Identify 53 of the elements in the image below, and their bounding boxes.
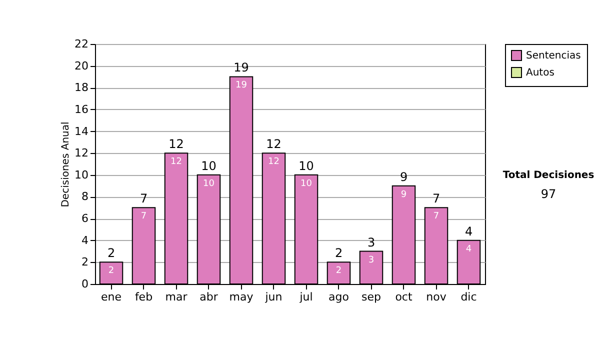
total-label: 2 [107,246,116,260]
x-tick-label: mar [165,290,188,304]
y-axis-title: Decisiones Anual [60,122,72,208]
total-label: 4 [464,224,473,238]
x-tick-label: dic [460,290,477,304]
y-tick-label: 22 [74,38,88,50]
total-label: 10 [298,158,314,173]
text: Total Decisiones [502,170,596,181]
data-label: 2 [108,266,114,276]
y-tick-label: 16 [74,102,88,116]
legend-label: Sentencias [526,50,581,62]
data-label: 9 [400,190,407,200]
y-tick-label: 8 [82,190,88,204]
x-tick-label: feb [134,290,153,304]
data-label: 7 [433,212,440,222]
y-tick-label: 6 [82,212,88,226]
total-label: 7 [140,192,148,206]
total-label: 9 [400,170,408,184]
data-label: 12 [170,157,182,168]
data-label: 19 [236,80,248,91]
legend-label: Autos [526,68,554,78]
text: 97 [540,187,558,201]
y-tick-label: 20 [74,59,88,72]
data-label: 3 [368,255,374,266]
y-tick-label: 12 [74,146,88,160]
data-label: 10 [300,178,312,189]
total-label: 19 [234,60,249,75]
x-tick-label: abr [200,290,218,304]
x-tick-label: may [229,290,254,304]
x-tick-label: ago [328,290,350,304]
y-tick-label: 10 [74,168,88,182]
x-tick-label: nov [426,290,447,304]
data-label: 4 [466,244,472,254]
total-label: 12 [266,137,282,152]
total-label: 2 [334,246,343,260]
total-label: 12 [168,137,184,152]
y-tick-label: 14 [74,124,88,138]
y-tick-label: 2 [82,256,88,269]
data-label: 12 [268,157,280,168]
total-label: 7 [432,192,440,206]
x-tick-label: jun [264,290,282,304]
x-tick-label: jul [298,290,313,304]
data-label: 10 [203,178,215,189]
x-tick-label: ene [100,290,122,304]
total-label: 3 [367,235,376,250]
y-tick-label: 4 [82,234,88,247]
x-tick-label: oct [395,290,413,304]
total-label: 10 [201,158,216,173]
x-tick-label: sep [362,290,382,304]
data-label: 2 [336,266,342,276]
y-tick-label: 18 [74,81,88,94]
data-label: 7 [140,212,147,222]
y-tick-label: 0 [82,278,88,290]
